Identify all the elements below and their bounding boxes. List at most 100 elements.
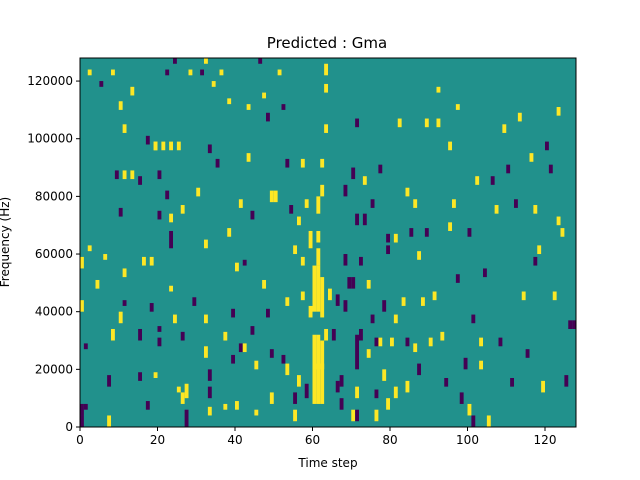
heatmap-cell	[560, 228, 565, 237]
heatmap-cell	[87, 69, 92, 76]
heatmap-cell	[316, 363, 321, 404]
heatmap-cell	[312, 363, 317, 404]
heatmap-cell	[235, 401, 239, 410]
heatmap-cell	[227, 228, 232, 237]
heatmap-cell	[362, 176, 367, 185]
heatmap-cell	[235, 262, 239, 272]
heatmap-cell	[436, 118, 441, 128]
heatmap-cell	[83, 343, 88, 350]
heatmap-cell	[304, 383, 309, 399]
heatmap-cell	[266, 112, 270, 122]
plot-area	[80, 58, 576, 427]
heatmap-cell	[413, 343, 418, 353]
heatmap-cell	[448, 222, 453, 231]
heatmap-cell	[436, 86, 441, 93]
heatmap-cell	[514, 199, 518, 208]
heatmap-cell	[386, 398, 391, 410]
heatmap-cell	[304, 199, 309, 208]
heatmap-cell	[312, 334, 317, 370]
heatmap-cell	[568, 320, 573, 329]
heatmap-cell	[533, 256, 538, 266]
heatmap-cell	[556, 216, 561, 226]
heatmap-cell	[207, 406, 212, 416]
heatmap-cell	[300, 256, 305, 266]
heatmap-cell	[285, 158, 290, 168]
heatmap-cell	[409, 228, 414, 237]
heatmap-cell	[428, 337, 433, 347]
heatmap-cell	[432, 291, 437, 301]
heatmap-cell	[324, 328, 329, 341]
heatmap-cell	[118, 101, 123, 110]
heatmap-cell	[157, 326, 162, 332]
heatmap-cell	[355, 118, 360, 128]
heatmap-cell	[188, 69, 193, 76]
heatmap-cell	[107, 415, 112, 427]
heatmap-cell	[95, 279, 100, 289]
heatmap-cell	[533, 205, 538, 214]
heatmap-cell	[297, 375, 301, 387]
heatmap-cell	[80, 256, 84, 269]
heatmap-cell	[142, 256, 146, 266]
heatmap-cell	[417, 251, 422, 260]
heatmap-cell	[316, 196, 321, 214]
heatmap-cell	[316, 265, 321, 312]
y-tick-label: 80000	[35, 189, 73, 203]
plot-frame	[79, 57, 577, 428]
x-axis-label: Time step	[297, 456, 357, 470]
heatmap-cell	[157, 170, 162, 180]
heatmap-cell	[138, 372, 143, 381]
heatmap-cell	[564, 375, 569, 387]
heatmap-cell	[173, 58, 177, 64]
heatmap-cell	[111, 328, 115, 341]
heatmap-cell	[122, 268, 127, 278]
heatmap-cell	[145, 135, 150, 145]
heatmap-cell	[184, 383, 189, 399]
y-tick-label: 100000	[27, 132, 73, 146]
heatmap-cell	[378, 337, 383, 347]
heatmap-cell	[405, 187, 410, 197]
heatmap-cell	[238, 199, 243, 208]
heatmap-cell	[207, 144, 212, 154]
heatmap-cell	[339, 398, 344, 410]
heatmap-cell	[207, 369, 212, 381]
heatmap-cell	[316, 230, 321, 243]
heatmap-cell	[308, 230, 313, 249]
heatmap-cell	[397, 118, 402, 128]
heatmap-cell	[324, 124, 329, 133]
heatmap-cell	[459, 392, 464, 404]
heatmap-cell	[556, 107, 561, 116]
heatmap-cell	[413, 199, 418, 208]
heatmap-cell	[107, 375, 112, 387]
heatmap-cell	[417, 363, 422, 376]
heatmap-cell	[343, 184, 348, 197]
heatmap-cell	[80, 403, 84, 416]
heatmap-cell	[262, 279, 267, 289]
heatmap-cell	[405, 337, 410, 347]
heatmap-cell	[455, 274, 460, 283]
heatmap-cell	[227, 98, 232, 105]
heatmap-cell	[204, 239, 208, 249]
heatmap-cell	[157, 337, 162, 347]
heatmap-cell	[471, 415, 476, 427]
heatmap-cell	[269, 190, 274, 203]
heatmap-cell	[324, 83, 329, 93]
heatmap-cell	[545, 141, 549, 151]
heatmap-cell	[246, 153, 251, 162]
heatmap-cell	[483, 268, 487, 278]
heatmap-cell	[293, 392, 298, 404]
heatmap-cell	[529, 153, 534, 162]
heatmap-cell	[401, 297, 406, 306]
heatmap-cell	[424, 228, 429, 237]
heatmap-cell	[335, 294, 340, 306]
heatmap-cell	[80, 415, 84, 427]
heatmap-cell	[331, 328, 336, 341]
heatmap-cell	[355, 334, 360, 370]
x-tick-label: 0	[76, 433, 84, 447]
heatmap-cell	[486, 415, 491, 427]
heatmap-cell	[521, 291, 526, 301]
heatmap-cell	[552, 291, 557, 301]
heatmap-cell	[351, 277, 356, 289]
heatmap-cell	[231, 308, 236, 318]
heatmap-cell	[138, 328, 143, 341]
